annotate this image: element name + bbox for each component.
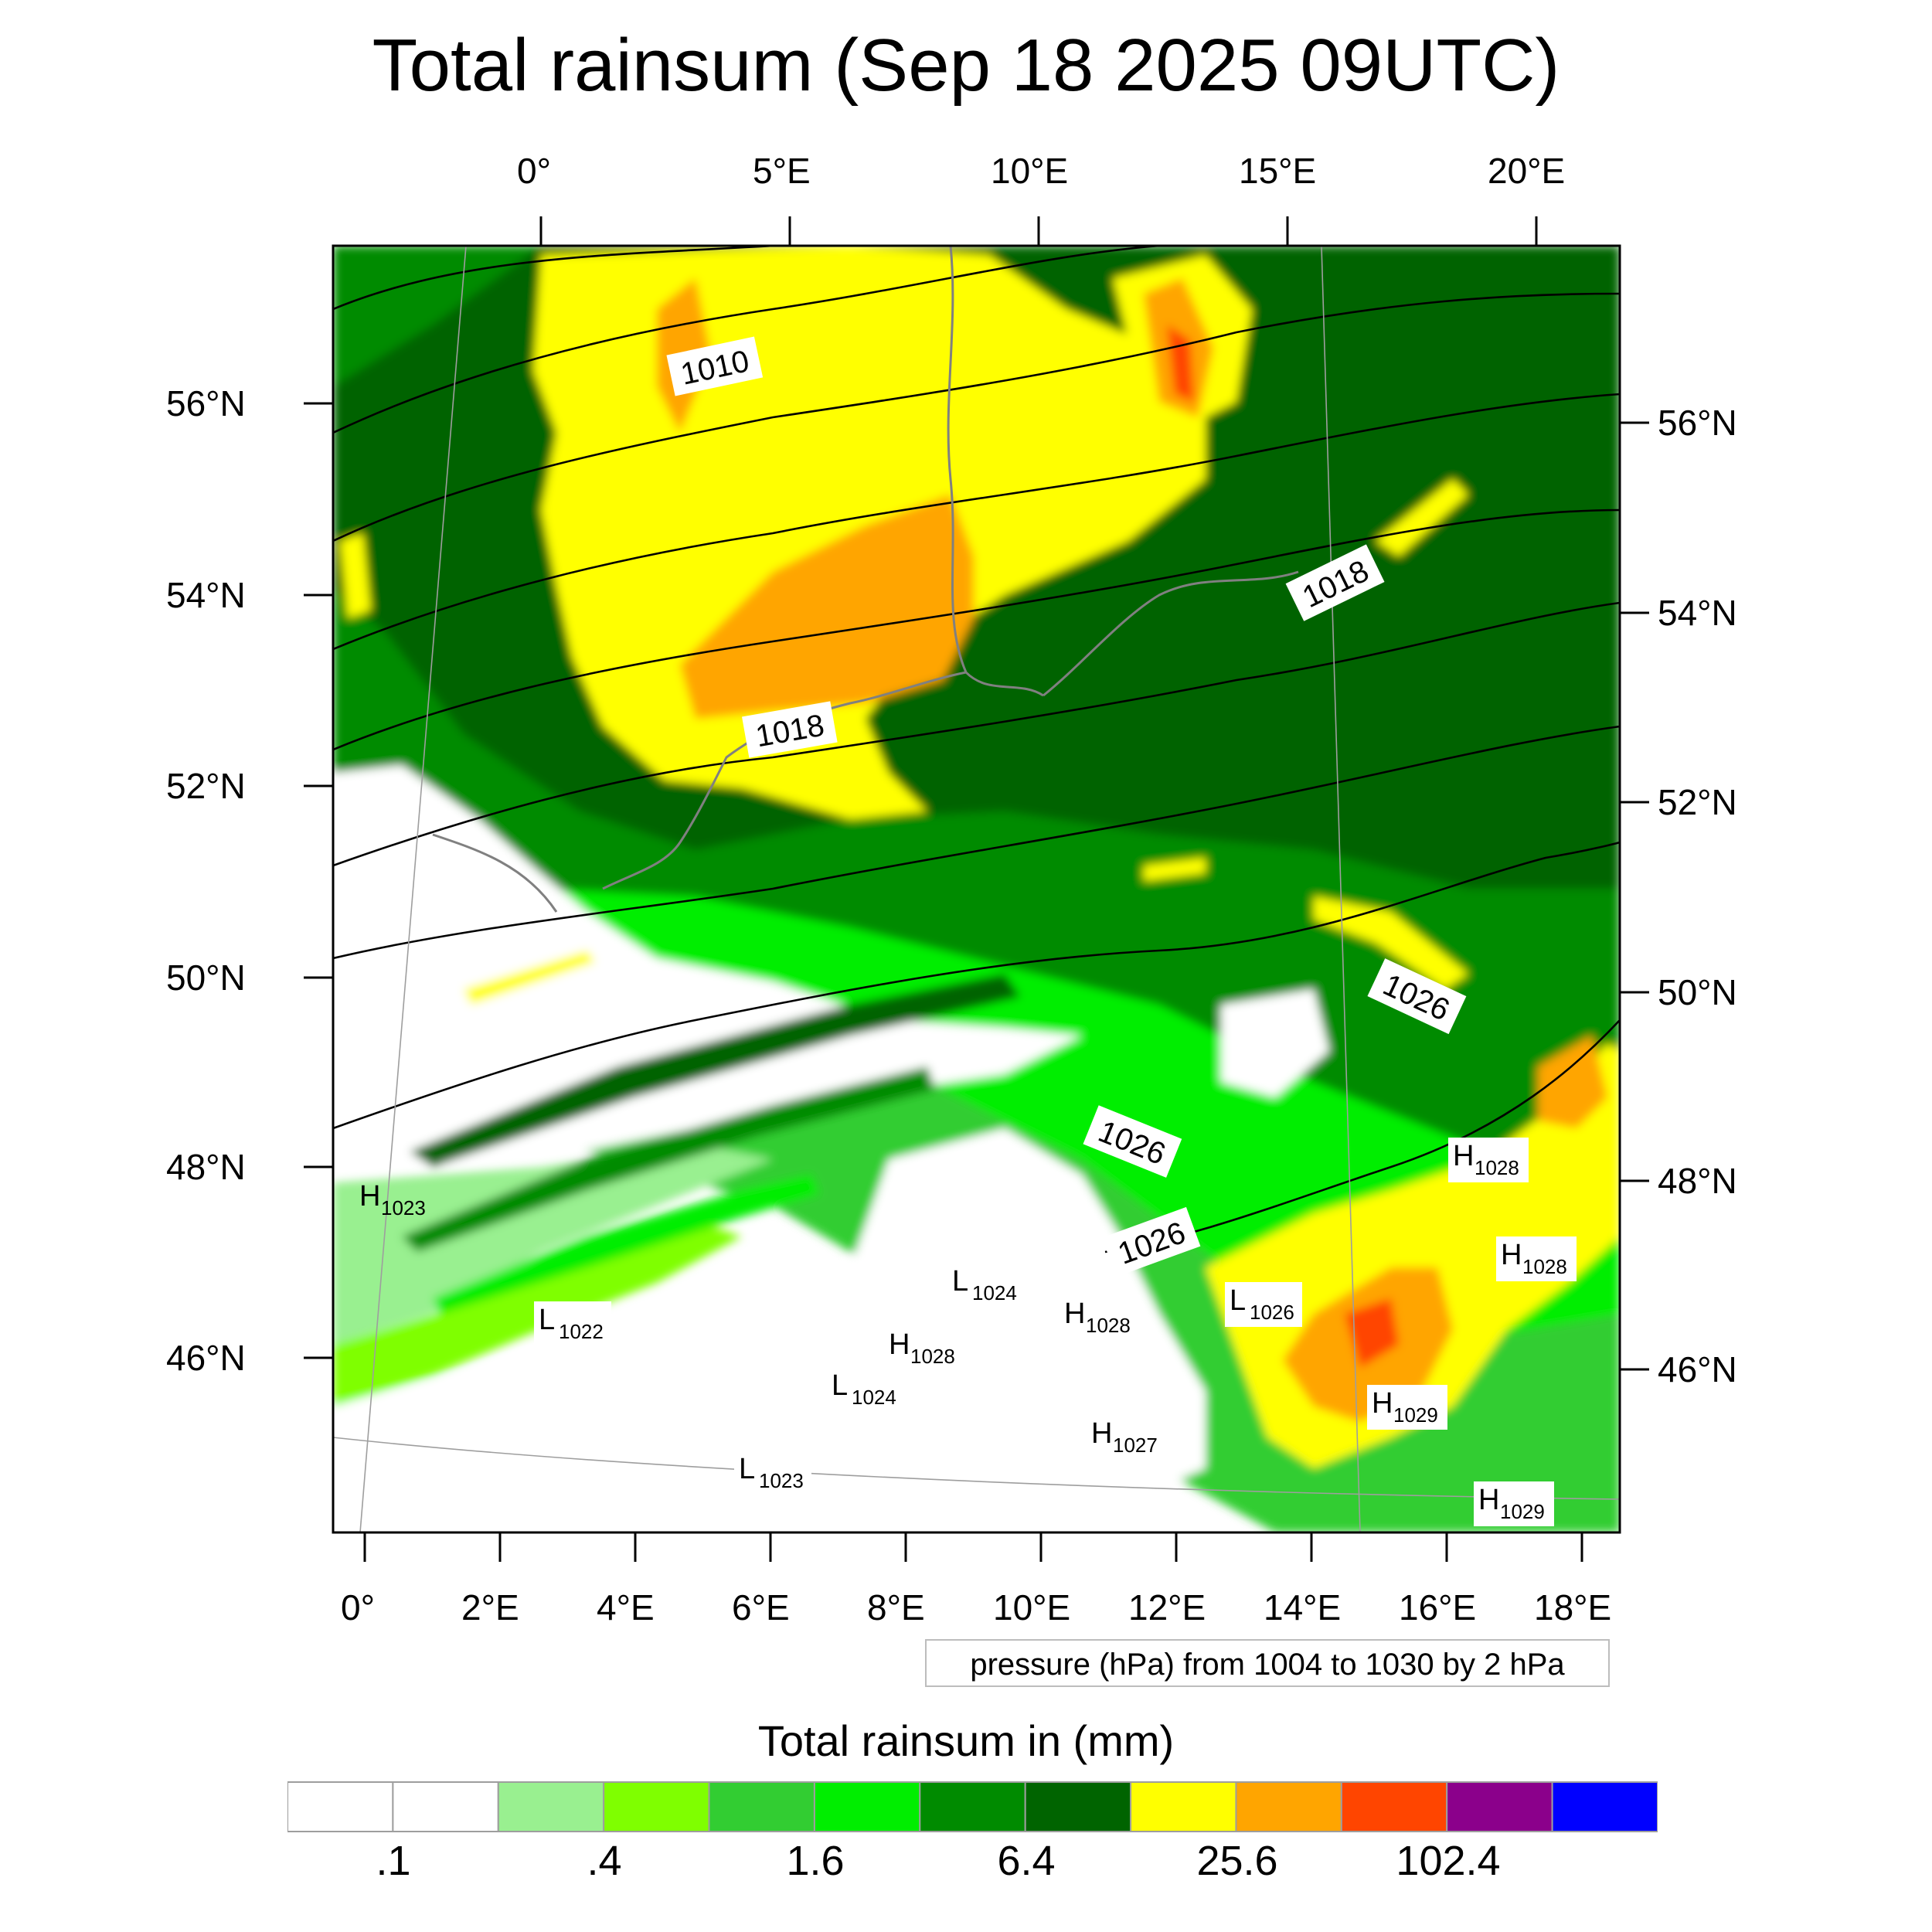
bottom-lon-label: 16°E <box>1399 1587 1477 1628</box>
left-lat-label: 48°N <box>166 1147 246 1187</box>
top-lon-label: 5°E <box>753 151 811 191</box>
pressure-contour-note: pressure (hPa) from 1004 to 1030 by 2 hP… <box>925 1639 1610 1687</box>
center-value: 1028 <box>1475 1156 1519 1179</box>
center-letter: H <box>1501 1239 1522 1271</box>
colorbar-box <box>919 1781 1026 1832</box>
isobar-line <box>333 509 1620 751</box>
center-letter: H <box>1453 1140 1474 1172</box>
colorbar-label: .4 <box>587 1838 622 1884</box>
pressure-centers: H 1023 L 1022 L 1024 H 1028 H 1028 L 1024 L 102… <box>359 1138 1577 1526</box>
right-lat-label: 56°N <box>1658 403 1737 443</box>
precipitation-field <box>333 246 1620 1532</box>
center-letter: L <box>539 1304 555 1336</box>
center-letter: H <box>1064 1298 1085 1330</box>
isobar-line <box>333 246 774 311</box>
center-value: 1028 <box>1086 1314 1131 1337</box>
center-letter: L <box>832 1369 848 1402</box>
colorbar-label: 102.4 <box>1396 1838 1501 1884</box>
center-value: 1028 <box>1522 1255 1567 1278</box>
right-lat-label: 48°N <box>1658 1161 1737 1201</box>
bottom-ticks <box>363 1532 1583 1562</box>
left-lat-label: 56°N <box>166 383 246 423</box>
center-value: 1029 <box>1500 1500 1545 1523</box>
colorbar-box <box>392 1781 499 1832</box>
center-value: 1029 <box>1393 1403 1438 1427</box>
top-lon-label: 0° <box>517 151 551 191</box>
colorbar-box <box>497 1781 605 1832</box>
colorbar-box <box>1130 1781 1237 1832</box>
center-letter: L <box>739 1453 755 1485</box>
right-lat-label: 46°N <box>1658 1349 1737 1389</box>
left-lat-label: 54°N <box>166 575 246 615</box>
isobar-lines <box>333 246 1620 1253</box>
right-lat-label: 52°N <box>1658 782 1737 822</box>
center-letter: H <box>1091 1417 1112 1450</box>
center-letter: H <box>359 1180 380 1213</box>
bottom-lon-label: 6°E <box>732 1587 790 1628</box>
graticule <box>332 245 1621 1533</box>
center-value: 1022 <box>559 1320 604 1343</box>
center-value: 1023 <box>381 1196 426 1219</box>
colorbar-box <box>1340 1781 1448 1832</box>
center-value: 1024 <box>852 1386 896 1409</box>
right-ticks <box>1620 421 1649 1371</box>
bottom-lon-label: 0° <box>341 1587 375 1628</box>
colorbar-box <box>1551 1781 1658 1832</box>
isobar-line <box>333 601 1620 867</box>
colorbar-label: 1.6 <box>786 1838 845 1884</box>
colorbar-box <box>708 1781 815 1832</box>
isobar-line <box>333 292 1620 543</box>
center-letter: L <box>952 1265 968 1298</box>
center-value: 1024 <box>972 1281 1017 1304</box>
bottom-lon-label: 14°E <box>1264 1587 1342 1628</box>
left-lat-label: 52°N <box>166 766 246 806</box>
center-letter: H <box>1478 1484 1499 1516</box>
bottom-lon-label: 18°E <box>1534 1587 1612 1628</box>
isobar-line <box>333 246 1160 434</box>
map-title: Total rainsum (Sep 18 2025 09UTC) <box>372 24 1560 107</box>
colorbar <box>287 1781 1658 1832</box>
bottom-lon-label: 12°E <box>1128 1587 1206 1628</box>
colorbar-box <box>813 1781 921 1832</box>
isobar-line <box>333 393 1620 651</box>
left-lat-label: 50°N <box>166 957 246 998</box>
colorbar-box <box>1446 1781 1553 1832</box>
top-lon-label: 20°E <box>1488 151 1566 191</box>
isobar-line <box>333 841 1620 1130</box>
left-lat-label: 46°N <box>166 1338 246 1378</box>
colorbar-label: .1 <box>376 1838 411 1884</box>
colorbar-title: Total rainsum in (mm) <box>757 1716 1175 1765</box>
bottom-lon-label: 10°E <box>993 1587 1071 1628</box>
left-ticks <box>304 402 333 1359</box>
right-lat-label: 54°N <box>1658 593 1737 633</box>
colorbar-box <box>287 1781 394 1832</box>
top-lon-label: 10°E <box>991 151 1069 191</box>
center-value: 1026 <box>1250 1301 1294 1324</box>
bottom-lon-label: 2°E <box>461 1587 519 1628</box>
bottom-lon-label: 4°E <box>597 1587 655 1628</box>
center-value: 1028 <box>910 1345 955 1368</box>
center-letter: H <box>889 1328 910 1361</box>
top-lon-label: 15°E <box>1239 151 1317 191</box>
isobar-line <box>333 725 1620 960</box>
colorbar-label: 6.4 <box>997 1838 1056 1884</box>
bottom-lon-label: 8°E <box>867 1587 925 1628</box>
center-letter: H <box>1372 1387 1393 1420</box>
colorbar-label: 25.6 <box>1196 1838 1278 1884</box>
map-frame <box>332 244 1621 1534</box>
colorbar-box <box>603 1781 710 1832</box>
center-value: 1027 <box>1113 1434 1158 1457</box>
colorbar-box <box>1235 1781 1342 1832</box>
colorbar-box <box>1024 1781 1132 1832</box>
center-value: 1023 <box>759 1469 804 1492</box>
top-ticks <box>539 216 1538 246</box>
center-letter: L <box>1230 1284 1246 1317</box>
right-lat-label: 50°N <box>1658 972 1737 1012</box>
coastlines <box>432 246 1299 913</box>
